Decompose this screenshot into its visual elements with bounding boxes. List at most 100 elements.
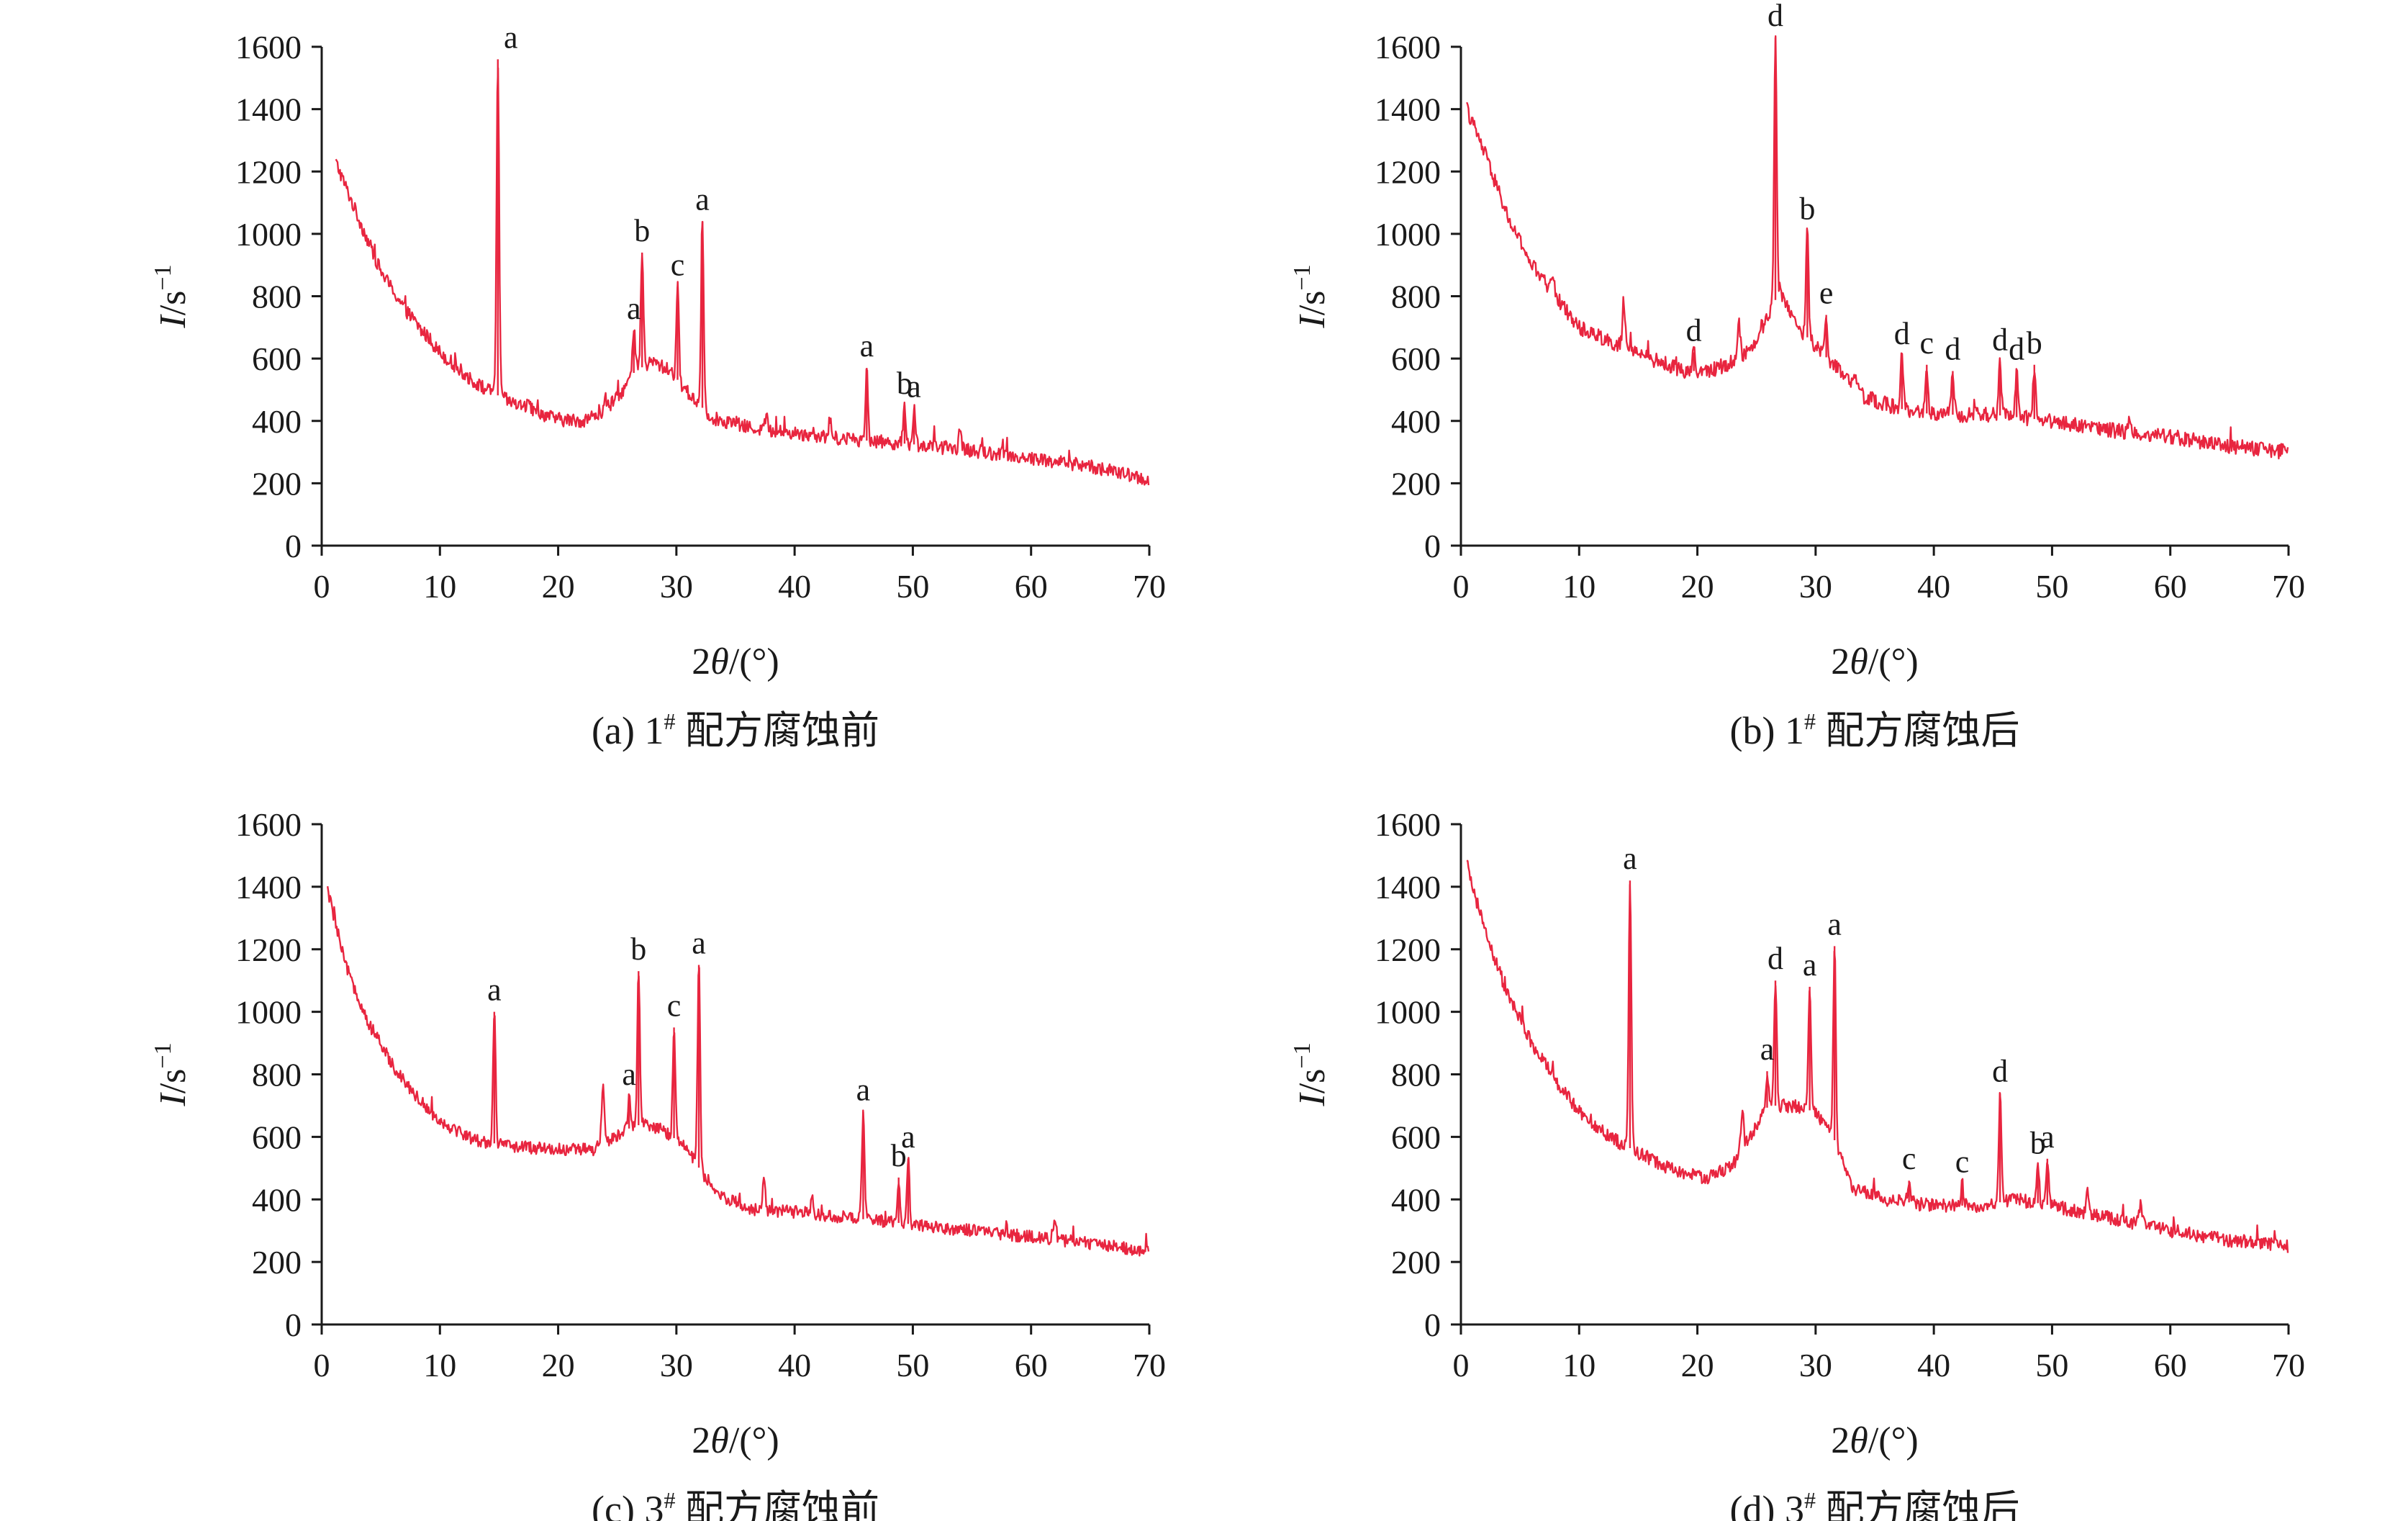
x-tick-label: 50 (2035, 1347, 2068, 1384)
peak-label: d (1992, 1054, 2008, 1089)
x-tick-label: 0 (1453, 1347, 1470, 1384)
x-tick-label: 60 (1015, 568, 1048, 605)
x-tick-label: 40 (1917, 568, 1950, 605)
y-tick-label: 200 (1391, 1244, 1441, 1281)
peak-label: a (504, 19, 518, 55)
x-tick-label: 50 (2035, 568, 2068, 605)
y-tick-label: 1000 (1375, 994, 1441, 1031)
y-tick-label: 400 (1391, 1181, 1441, 1218)
panel-caption: (c) 3# 配方腐蚀前 (592, 1487, 879, 1521)
x-axis-title: 2θ/(°) (1831, 641, 1918, 682)
peak-label: b (2027, 325, 2042, 361)
x-tick-label: 60 (1015, 1347, 1048, 1384)
xrd-pattern-line (327, 886, 1150, 1257)
x-tick-label: 10 (423, 568, 456, 605)
y-tick-label: 1600 (235, 29, 302, 66)
peak-label: a (856, 1073, 871, 1108)
peak-label: a (1827, 906, 1842, 942)
x-tick-label: 20 (1681, 568, 1714, 605)
y-tick-label: 1400 (1375, 869, 1441, 906)
peak-label: a (695, 182, 710, 217)
y-tick-label: 200 (252, 465, 302, 502)
x-tick-label: 40 (1917, 1347, 1950, 1384)
y-tick-label: 1400 (1375, 91, 1441, 128)
peak-label: d (2009, 331, 2024, 366)
y-tick-label: 400 (1391, 403, 1441, 440)
x-tick-label: 30 (1799, 1347, 1832, 1384)
peak-label: a (1623, 841, 1637, 876)
y-tick-label: 200 (1391, 465, 1441, 502)
y-tick-label: 1600 (1375, 806, 1441, 843)
x-tick-label: 30 (660, 568, 693, 605)
peak-label: a (1803, 947, 1817, 983)
x-tick-label: 60 (2154, 568, 2187, 605)
y-tick-label: 800 (1391, 279, 1441, 315)
x-tick-label: 40 (778, 568, 811, 605)
peak-label: d (1992, 322, 2008, 357)
y-tick-label: 1200 (235, 931, 302, 968)
peak-label: c (671, 248, 685, 283)
peak-label: c (667, 988, 682, 1023)
peak-label: d (1945, 331, 1960, 366)
x-tick-label: 60 (2154, 1347, 2187, 1384)
chart-panel-1: 0 200 400 600 800 1000 1200 1400 1600 0 10 20 30 40 50… (150, 19, 1166, 752)
peak-label: a (901, 1119, 915, 1155)
y-tick-label: 1400 (235, 869, 302, 906)
y-tick-label: 1000 (235, 994, 302, 1031)
peak-label: a (627, 291, 641, 326)
peak-label: b (2030, 1125, 2046, 1160)
x-axis-title: 2θ/(°) (692, 641, 779, 682)
panel-caption: (a) 1# 配方腐蚀前 (592, 708, 879, 752)
peak-label: c (1902, 1141, 1916, 1176)
x-axis-title: 2θ/(°) (692, 1420, 779, 1461)
peak-label: a (2040, 1119, 2055, 1155)
y-tick-label: 1200 (235, 153, 302, 190)
peak-label: d (1767, 941, 1783, 976)
y-tick-label: 800 (252, 1057, 302, 1093)
panel-caption: (b) 1# 配方腐蚀后 (1730, 708, 2020, 752)
y-tick-label: 800 (252, 279, 302, 315)
y-tick-label: 0 (1424, 528, 1441, 564)
peak-label: c (1920, 325, 1934, 361)
y-tick-label: 600 (252, 1119, 302, 1155)
x-tick-label: 0 (314, 568, 330, 605)
peak-label: e (1819, 275, 1834, 310)
xrd-pattern-line (1466, 859, 2289, 1253)
y-tick-label: 0 (1424, 1306, 1441, 1343)
x-tick-label: 30 (660, 1347, 693, 1384)
peak-label: d (1894, 316, 1910, 351)
x-tick-label: 10 (423, 1347, 456, 1384)
peak-label: d (1686, 312, 1702, 348)
x-tick-label: 50 (896, 568, 929, 605)
y-tick-label: 0 (285, 528, 302, 564)
y-tick-label: 1200 (1375, 931, 1441, 968)
peak-label: b (634, 213, 650, 248)
x-tick-label: 70 (2272, 568, 2305, 605)
peak-label: a (487, 972, 502, 1008)
x-tick-label: 50 (896, 1347, 929, 1384)
y-tick-label: 800 (1391, 1057, 1441, 1093)
peak-label: b (891, 1138, 907, 1173)
x-tick-label: 40 (778, 1347, 811, 1384)
y-tick-label: 1200 (1375, 153, 1441, 190)
x-tick-label: 20 (1681, 1347, 1714, 1384)
peak-label: a (860, 328, 874, 364)
x-tick-label: 70 (1133, 1347, 1166, 1384)
chart-panel-2: 0 200 400 600 800 1000 1200 1400 1600 0 10 20 30 40 50… (1289, 0, 2305, 752)
x-tick-label: 20 (542, 568, 575, 605)
y-tick-label: 1000 (1375, 216, 1441, 253)
y-tick-label: 1400 (235, 91, 302, 128)
y-tick-label: 600 (1391, 1119, 1441, 1155)
y-axis-title: I/s−1 (1289, 1042, 1333, 1106)
peak-label: a (692, 925, 706, 960)
y-tick-label: 1600 (235, 806, 302, 843)
x-tick-label: 20 (542, 1347, 575, 1384)
y-axis-title: I/s−1 (150, 1042, 194, 1106)
x-tick-label: 0 (1453, 568, 1470, 605)
y-tick-label: 400 (252, 403, 302, 440)
peak-label: b (630, 931, 646, 967)
peak-label: d (1767, 0, 1783, 33)
chart-panel-3: 0 200 400 600 800 1000 1200 1400 1600 0 10 20 30 40 50… (150, 806, 1166, 1521)
chart-panel-4: 0 200 400 600 800 1000 1200 1400 1600 0 10 20 30 40 50… (1289, 806, 2305, 1521)
